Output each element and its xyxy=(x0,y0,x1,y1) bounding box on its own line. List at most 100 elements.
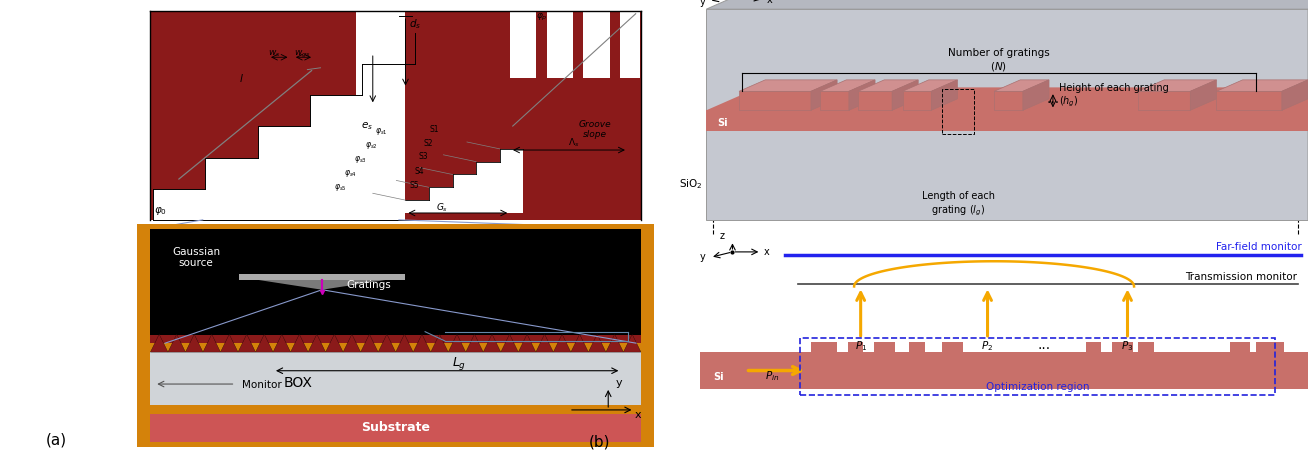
Text: $G_s$: $G_s$ xyxy=(436,202,449,214)
Text: S3: S3 xyxy=(419,153,428,161)
Bar xyxy=(1138,343,1154,352)
Text: y: y xyxy=(700,0,705,6)
Text: ...: ... xyxy=(1046,92,1059,106)
Polygon shape xyxy=(706,87,1308,110)
Polygon shape xyxy=(536,334,553,352)
Polygon shape xyxy=(150,334,167,352)
Bar xyxy=(700,5,1308,222)
Bar xyxy=(909,343,925,352)
Text: Si: Si xyxy=(713,372,723,382)
Text: z: z xyxy=(719,231,725,241)
Text: Far-field monitor: Far-field monitor xyxy=(1215,242,1301,252)
Text: S4: S4 xyxy=(415,167,424,175)
Bar xyxy=(903,91,931,110)
Text: ...: ... xyxy=(1037,338,1050,352)
Bar xyxy=(858,91,892,110)
Polygon shape xyxy=(413,334,430,352)
Polygon shape xyxy=(153,64,415,220)
Polygon shape xyxy=(994,80,1049,91)
Polygon shape xyxy=(167,334,186,352)
Bar xyxy=(820,91,849,110)
Bar xyxy=(150,335,641,343)
Bar xyxy=(1256,343,1284,352)
Text: Transmission monitor: Transmission monitor xyxy=(1185,272,1298,282)
Text: Groove
slope: Groove slope xyxy=(579,120,611,139)
Text: $\varphi_{s5}$: $\varphi_{s5}$ xyxy=(334,182,347,193)
Bar xyxy=(800,338,1275,395)
Bar xyxy=(150,229,641,335)
Bar xyxy=(150,11,641,220)
Polygon shape xyxy=(343,334,361,352)
Bar xyxy=(700,352,1308,389)
Polygon shape xyxy=(820,80,875,91)
Bar xyxy=(150,352,641,405)
Text: $P_{in}$: $P_{in}$ xyxy=(765,370,780,383)
Text: $\Lambda_s$: $\Lambda_s$ xyxy=(568,137,579,149)
Polygon shape xyxy=(186,334,203,352)
Polygon shape xyxy=(449,334,466,352)
Polygon shape xyxy=(203,334,221,352)
Bar xyxy=(405,11,641,220)
Text: $w_{gs}$: $w_{gs}$ xyxy=(294,49,311,60)
Polygon shape xyxy=(483,334,501,352)
Polygon shape xyxy=(858,80,918,91)
Bar xyxy=(700,231,1308,447)
Text: $w_s$: $w_s$ xyxy=(268,49,281,60)
Text: Substrate: Substrate xyxy=(361,421,430,434)
Polygon shape xyxy=(1138,80,1216,91)
Text: 公众号 · 摩尔芯创: 公众号 · 摩尔芯创 xyxy=(994,404,1046,414)
Text: $P_1$: $P_1$ xyxy=(854,339,867,353)
Polygon shape xyxy=(326,334,343,352)
Bar xyxy=(356,11,405,220)
Text: $\varphi_0$: $\varphi_0$ xyxy=(154,205,167,217)
Polygon shape xyxy=(1023,80,1049,110)
Text: (b): (b) xyxy=(589,435,610,450)
Text: Number of gratings
$(N)$: Number of gratings $(N)$ xyxy=(948,48,1049,73)
Text: $\varphi_{s1}$: $\varphi_{s1}$ xyxy=(375,126,388,137)
Polygon shape xyxy=(255,334,273,352)
Polygon shape xyxy=(1282,80,1308,110)
Text: Monitor: Monitor xyxy=(242,380,281,390)
Bar xyxy=(1086,343,1101,352)
Bar xyxy=(848,343,863,352)
Text: Optimization region: Optimization region xyxy=(986,382,1090,393)
Polygon shape xyxy=(395,334,413,352)
Bar xyxy=(994,91,1023,110)
Polygon shape xyxy=(811,80,837,110)
Bar xyxy=(0,2,654,229)
Polygon shape xyxy=(706,9,1308,220)
Text: (a): (a) xyxy=(46,432,67,447)
Polygon shape xyxy=(238,277,405,290)
Polygon shape xyxy=(309,334,326,352)
Polygon shape xyxy=(1190,80,1216,110)
Bar xyxy=(547,11,573,78)
Bar xyxy=(583,11,610,78)
Polygon shape xyxy=(405,149,523,213)
Bar xyxy=(942,343,963,352)
Text: S2: S2 xyxy=(424,139,433,147)
Text: $P_3$: $P_3$ xyxy=(1121,339,1134,353)
Polygon shape xyxy=(706,0,1308,9)
Bar xyxy=(1112,343,1133,352)
Text: x: x xyxy=(766,0,772,5)
Bar xyxy=(1216,91,1282,110)
Text: $d_s$: $d_s$ xyxy=(409,17,421,31)
Text: Length of each
grating $(l_g)$: Length of each grating $(l_g)$ xyxy=(922,191,994,218)
Polygon shape xyxy=(378,334,395,352)
Text: S5: S5 xyxy=(409,181,419,190)
Polygon shape xyxy=(518,334,536,352)
Text: S1: S1 xyxy=(429,125,438,134)
Polygon shape xyxy=(361,334,378,352)
Text: $L_g$: $L_g$ xyxy=(451,355,466,372)
Bar xyxy=(510,11,536,78)
Text: $\varphi_{s3}$: $\varphi_{s3}$ xyxy=(354,154,368,165)
Text: y: y xyxy=(616,378,623,388)
Bar xyxy=(706,110,1308,131)
Text: Si: Si xyxy=(717,118,727,128)
Polygon shape xyxy=(606,334,624,352)
Text: $e_s$: $e_s$ xyxy=(361,120,373,132)
Polygon shape xyxy=(570,334,589,352)
Polygon shape xyxy=(238,334,255,352)
Text: x: x xyxy=(634,410,641,420)
Bar xyxy=(1230,343,1250,352)
